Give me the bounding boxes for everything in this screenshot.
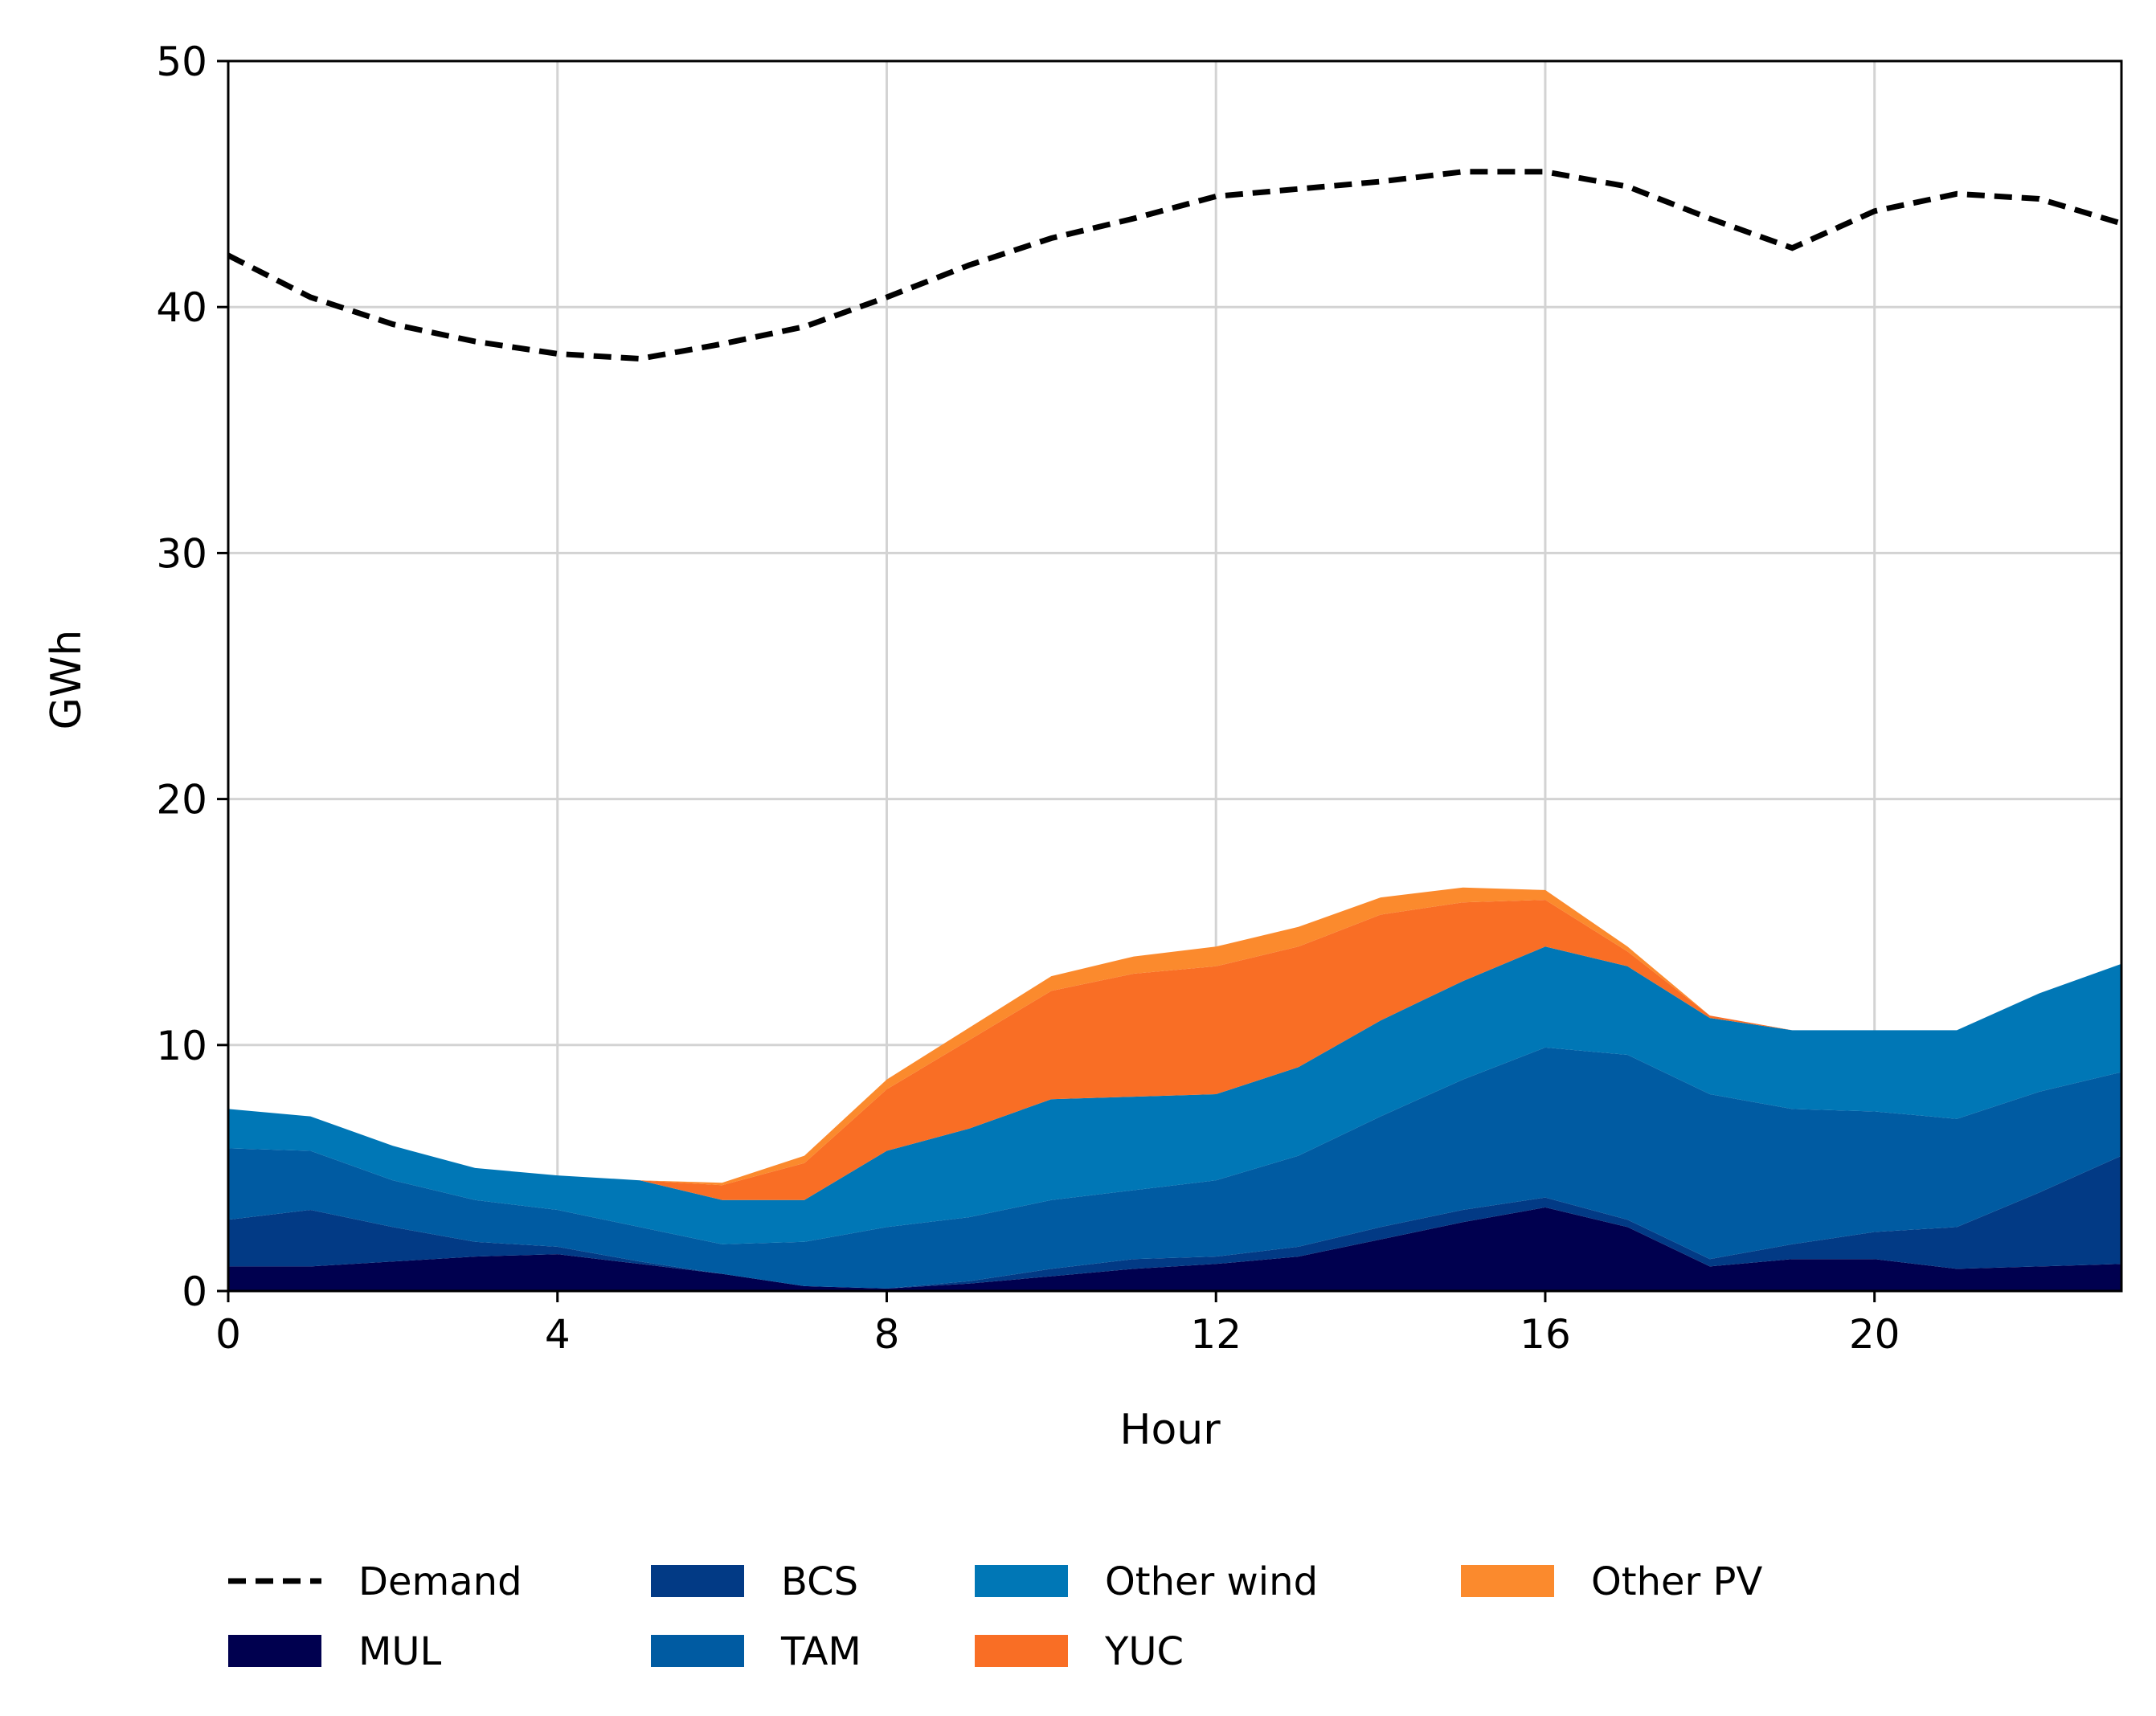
x-tick-label: 12 [1190,1311,1242,1358]
area-yuc [228,900,2121,1200]
legend-swatch-mul [228,1635,321,1667]
y-axis-title: GWh [43,630,91,730]
stacked-areas [228,887,2121,1291]
x-tick-label: 8 [874,1311,900,1358]
legend-label-yuc: YUC [1104,1629,1184,1674]
legend-label-bcs: BCS [781,1559,858,1604]
area-tam [228,1047,2121,1289]
legend-swatch-other-pv [1461,1565,1554,1597]
line-demand [227,169,2123,362]
legend-swatch-bcs [651,1565,744,1597]
y-tick-label: 40 [156,284,207,331]
area-other-wind [228,946,2121,1244]
legend-label-other-pv: Other PV [1591,1559,1762,1604]
plot-frame [227,59,2123,1293]
axis-ticks: 0 4 8 12 16 20 0 10 20 30 40 50 [156,39,1900,1358]
line-series [227,169,2123,362]
area-mul [228,1207,2121,1291]
y-tick-label: 10 [156,1023,207,1069]
legend-label-tam: TAM [780,1629,861,1674]
legend-swatch-other-wind [975,1565,1068,1597]
x-tick-label: 16 [1520,1311,1571,1358]
y-tick-label: 50 [156,39,207,85]
area-bcs [228,1155,2121,1289]
legend-label-demand: Demand [358,1559,522,1604]
legend-swatch-yuc [975,1635,1068,1667]
x-tick-label: 0 [215,1311,241,1358]
y-tick-label: 20 [156,777,207,823]
x-tick-label: 20 [1849,1311,1900,1358]
legend: Demand MUL BCS TAM Other wind YUC Other PV [228,1559,1762,1674]
plot-border [227,59,2123,1293]
y-tick-label: 0 [182,1269,207,1315]
y-tick-label: 30 [156,530,207,577]
legend-swatch-tam [651,1635,744,1667]
legend-label-mul: MUL [358,1629,442,1674]
x-tick-label: 4 [545,1311,571,1358]
x-axis-title: Hour [1119,1406,1221,1454]
legend-label-other-wind: Other wind [1105,1559,1318,1604]
